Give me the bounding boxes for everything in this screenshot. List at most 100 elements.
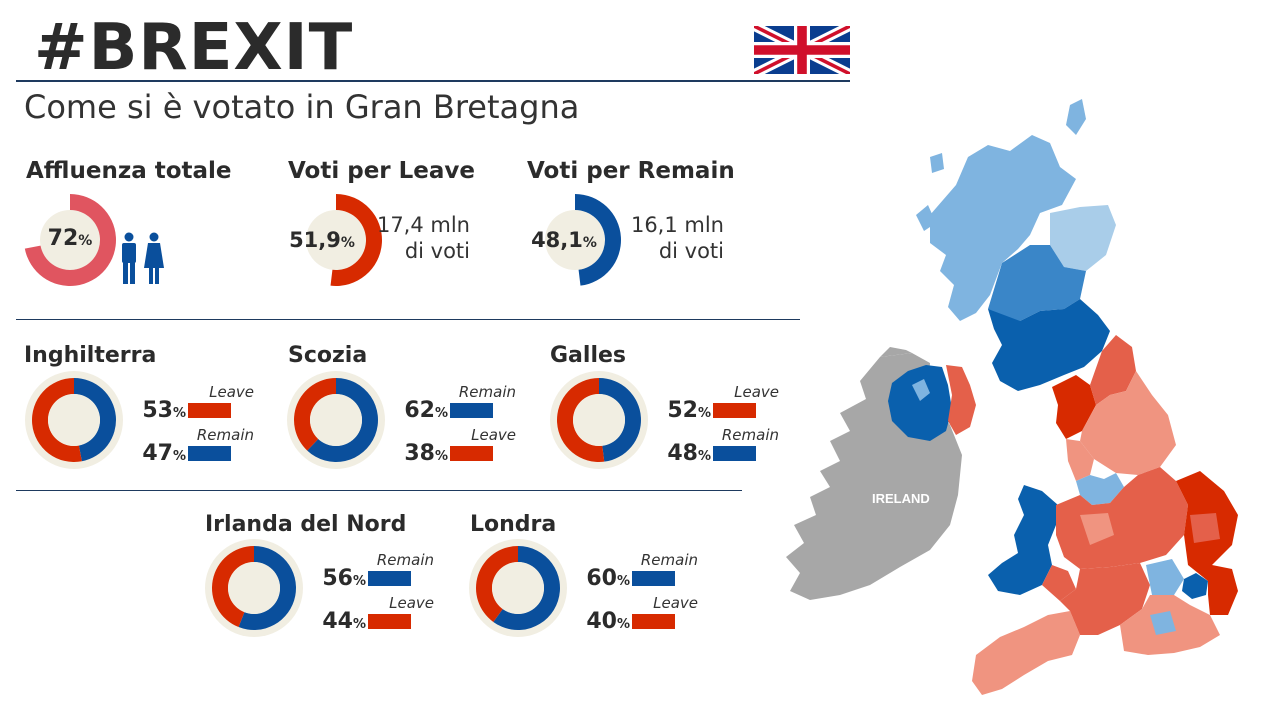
title-divider <box>16 80 850 82</box>
remain-votes-count: 16,1 mln di voti <box>630 213 724 264</box>
leave-votes-heading: Voti per Leave <box>288 158 476 184</box>
region-first-swatch <box>450 403 493 418</box>
region-first-label: Remain <box>458 383 516 401</box>
map-scotland-highlands <box>930 135 1076 321</box>
region-heading-northern-ireland: Irlanda del Nord <box>205 512 407 537</box>
leave-arc <box>476 546 518 622</box>
donut-inner <box>228 562 280 614</box>
map-south-west <box>972 611 1080 695</box>
region-first-label: Leave <box>209 383 254 401</box>
region-second-value: 38% <box>404 441 448 466</box>
leave-arc <box>557 378 605 462</box>
remain-arc <box>599 378 642 462</box>
map-wales-south <box>1042 565 1076 601</box>
region-donut-northern-ireland <box>205 539 303 637</box>
donut-inner <box>492 562 544 614</box>
turnout-center <box>40 210 100 270</box>
donut-inner <box>48 394 100 446</box>
region-first-value: 60% <box>586 566 630 591</box>
map-london <box>1182 573 1208 599</box>
region-second-swatch <box>632 614 675 629</box>
region-first-value: 62% <box>404 398 448 423</box>
map-wales <box>988 485 1058 595</box>
region-first-swatch <box>713 403 756 418</box>
uk-referendum-map: IRELAND <box>786 99 1238 695</box>
page-title: #BREXIT <box>34 11 354 85</box>
map-northeast-england <box>1090 335 1136 405</box>
region-first-label: Remain <box>640 551 698 569</box>
turnout-heading: Affluenza totale <box>26 158 232 184</box>
union-jack-flag-icon <box>754 26 850 74</box>
map-scotland-south <box>988 299 1110 391</box>
region-second-label: Leave <box>389 594 434 612</box>
remain-arc <box>74 378 117 462</box>
map-kent-essex <box>1188 565 1238 615</box>
map-northern-ireland-remain <box>888 365 952 441</box>
map-scotland-central <box>988 245 1086 323</box>
region-second-value: 40% <box>586 609 630 634</box>
map-lancashire <box>1066 439 1094 481</box>
remain-votes-center <box>545 210 605 270</box>
region-second-label: Leave <box>653 594 698 612</box>
region-first-value: 53% <box>142 398 186 423</box>
region-donut-london <box>469 539 567 637</box>
region-first-label: Remain <box>376 551 434 569</box>
map-scotland-northeast <box>1050 205 1116 271</box>
section-divider-1 <box>16 319 800 320</box>
turnout-percent: 72% <box>47 226 93 251</box>
leave-votes-center <box>306 210 366 270</box>
remain-votes-arc <box>575 194 622 286</box>
remain-arc <box>493 546 560 630</box>
region-second-swatch <box>450 446 493 461</box>
turnout-arc <box>24 194 116 286</box>
page-subtitle: Come si è votato in Gran Bretagna <box>24 88 580 126</box>
region-second-label: Leave <box>471 426 516 444</box>
region-first-value: 56% <box>322 566 366 591</box>
remain-arc <box>307 378 378 462</box>
region-second-swatch <box>368 614 411 629</box>
region-second-label: Remain <box>721 426 779 444</box>
map-cumbria <box>1052 375 1096 439</box>
region-donut-wales <box>550 371 648 469</box>
map-midlands <box>1056 467 1188 569</box>
remain-votes-heading: Voti per Remain <box>527 158 735 184</box>
map-northern-ireland-leave <box>946 365 976 435</box>
region-second-value: 44% <box>322 609 366 634</box>
leave-arc <box>211 546 254 628</box>
remain-votes-percent: 48,1% <box>531 228 597 252</box>
region-first-value: 52% <box>667 398 711 423</box>
region-second-swatch <box>713 446 756 461</box>
region-donut-england <box>25 371 123 469</box>
map-manchester-liverpool <box>1076 473 1124 505</box>
region-donut-scotland <box>287 371 385 469</box>
region-second-swatch <box>188 446 231 461</box>
remain-votes-donut <box>545 194 622 286</box>
leave-votes-percent: 51,9% <box>289 228 355 252</box>
remain-arc <box>238 546 296 630</box>
region-heading-london: Londra <box>470 512 557 537</box>
donut-inner <box>573 394 625 446</box>
leave-arc <box>294 378 336 451</box>
map-oxford-cambridge-remain <box>1146 559 1184 595</box>
region-second-label: Remain <box>196 426 254 444</box>
leave-arc <box>32 378 82 462</box>
region-heading-scotland: Scozia <box>288 343 368 368</box>
region-second-value: 47% <box>142 441 186 466</box>
leave-votes-arc <box>330 194 382 286</box>
region-first-swatch <box>188 403 231 418</box>
leave-votes-count: 17,4 mln di voti <box>376 213 470 264</box>
region-first-swatch <box>632 571 675 586</box>
map-ireland-label: IRELAND <box>872 491 930 506</box>
leave-votes-donut <box>306 194 382 286</box>
region-first-swatch <box>368 571 411 586</box>
section-divider-2 <box>16 490 742 491</box>
turnout-donut <box>24 194 116 286</box>
region-heading-wales: Galles <box>550 343 627 368</box>
map-south-central <box>1060 563 1150 635</box>
map-yorkshire <box>1080 371 1176 475</box>
donut-inner <box>310 394 362 446</box>
region-second-value: 48% <box>667 441 711 466</box>
man-woman-icon <box>122 232 164 284</box>
region-first-label: Leave <box>734 383 779 401</box>
region-heading-england: Inghilterra <box>24 343 157 368</box>
